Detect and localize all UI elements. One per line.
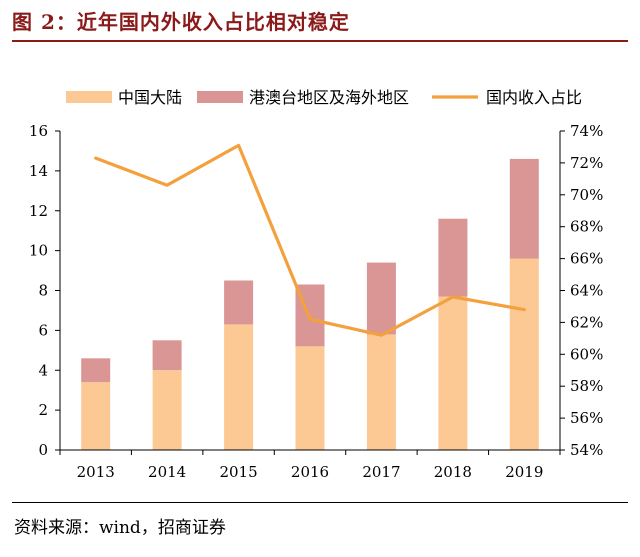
- y-tick-label-left: 8: [38, 282, 48, 300]
- bar-mainland-2017: [366, 334, 396, 450]
- source-rule: [12, 502, 628, 503]
- y-tick-label-left: 0: [38, 441, 48, 459]
- x-tick-label-2014: 2014: [148, 463, 186, 481]
- y-tick-label-left: 12: [29, 202, 48, 220]
- legend-swatch-overseas: [197, 91, 243, 103]
- bar-overseas-2017: [366, 262, 396, 335]
- y-tick-label-right: 64%: [570, 282, 603, 300]
- x-tick-label-2019: 2019: [505, 463, 543, 481]
- legend-label-overseas: 港澳台地区及海外地区: [249, 88, 409, 107]
- chart: 中国大陆 港澳台地区及海外地区 国内收入占比 0 2 4 6 8 10 12 14 16 54% 56%…: [29, 88, 603, 481]
- x-tick-label-2015: 2015: [219, 463, 257, 481]
- legend: 中国大陆 港澳台地区及海外地区 国内收入占比: [66, 88, 582, 107]
- y-tick-label-left: 2: [38, 401, 48, 419]
- x-tick-label-2017: 2017: [362, 463, 400, 481]
- bar-mainland-2019: [509, 258, 539, 450]
- x-tick-label-2013: 2013: [77, 463, 115, 481]
- y-tick-label-right: 66%: [570, 250, 603, 268]
- bar-mainland-2015: [224, 324, 254, 450]
- x-tick-label-2018: 2018: [434, 463, 472, 481]
- bar-overseas-2015: [224, 280, 254, 325]
- y-tick-label-left: 6: [38, 321, 48, 339]
- axes: 0 2 4 6 8 10 12 14 16 54% 56% 58% 60% 62% 64% 66% 68% 70%…: [29, 122, 603, 481]
- y-tick-label-right: 54%: [570, 441, 603, 459]
- bars: [81, 158, 539, 451]
- bar-mainland-2018: [438, 296, 468, 450]
- y-tick-label-right: 62%: [570, 313, 603, 331]
- line-layer: [94, 143, 526, 337]
- bar-overseas-2019: [509, 158, 539, 259]
- y-tick-label-left: 10: [29, 242, 48, 260]
- source-note: 资料来源：wind，招商证券: [14, 518, 226, 538]
- y-tick-label-right: 74%: [570, 122, 603, 140]
- bar-overseas-2013: [81, 358, 111, 383]
- y-tick-label-right: 60%: [570, 345, 603, 363]
- title-rule: [12, 40, 628, 42]
- y-tick-label-right: 68%: [570, 218, 603, 236]
- bar-mainland-2014: [152, 370, 182, 451]
- y-tick-label-right: 56%: [570, 409, 603, 427]
- y-tick-label-left: 14: [29, 162, 48, 180]
- legend-label-mainland: 中国大陆: [118, 88, 182, 107]
- x-tick-label-2016: 2016: [291, 463, 329, 481]
- bar-mainland-2016: [295, 346, 325, 450]
- y-tick-label-right: 72%: [570, 154, 603, 172]
- y-tick-label-left: 16: [29, 122, 48, 140]
- y-tick-label-left: 4: [38, 361, 48, 379]
- bar-overseas-2018: [438, 218, 468, 297]
- bar-overseas-2014: [152, 340, 182, 371]
- legend-label-domestic-share: 国内收入占比: [486, 88, 582, 107]
- figure-title: 图 2：近年国内外收入占比相对稳定: [12, 10, 350, 34]
- y-tick-label-right: 58%: [570, 377, 603, 395]
- bar-mainland-2013: [81, 382, 111, 450]
- legend-swatch-mainland: [66, 91, 112, 103]
- y-tick-label-right: 70%: [570, 186, 603, 204]
